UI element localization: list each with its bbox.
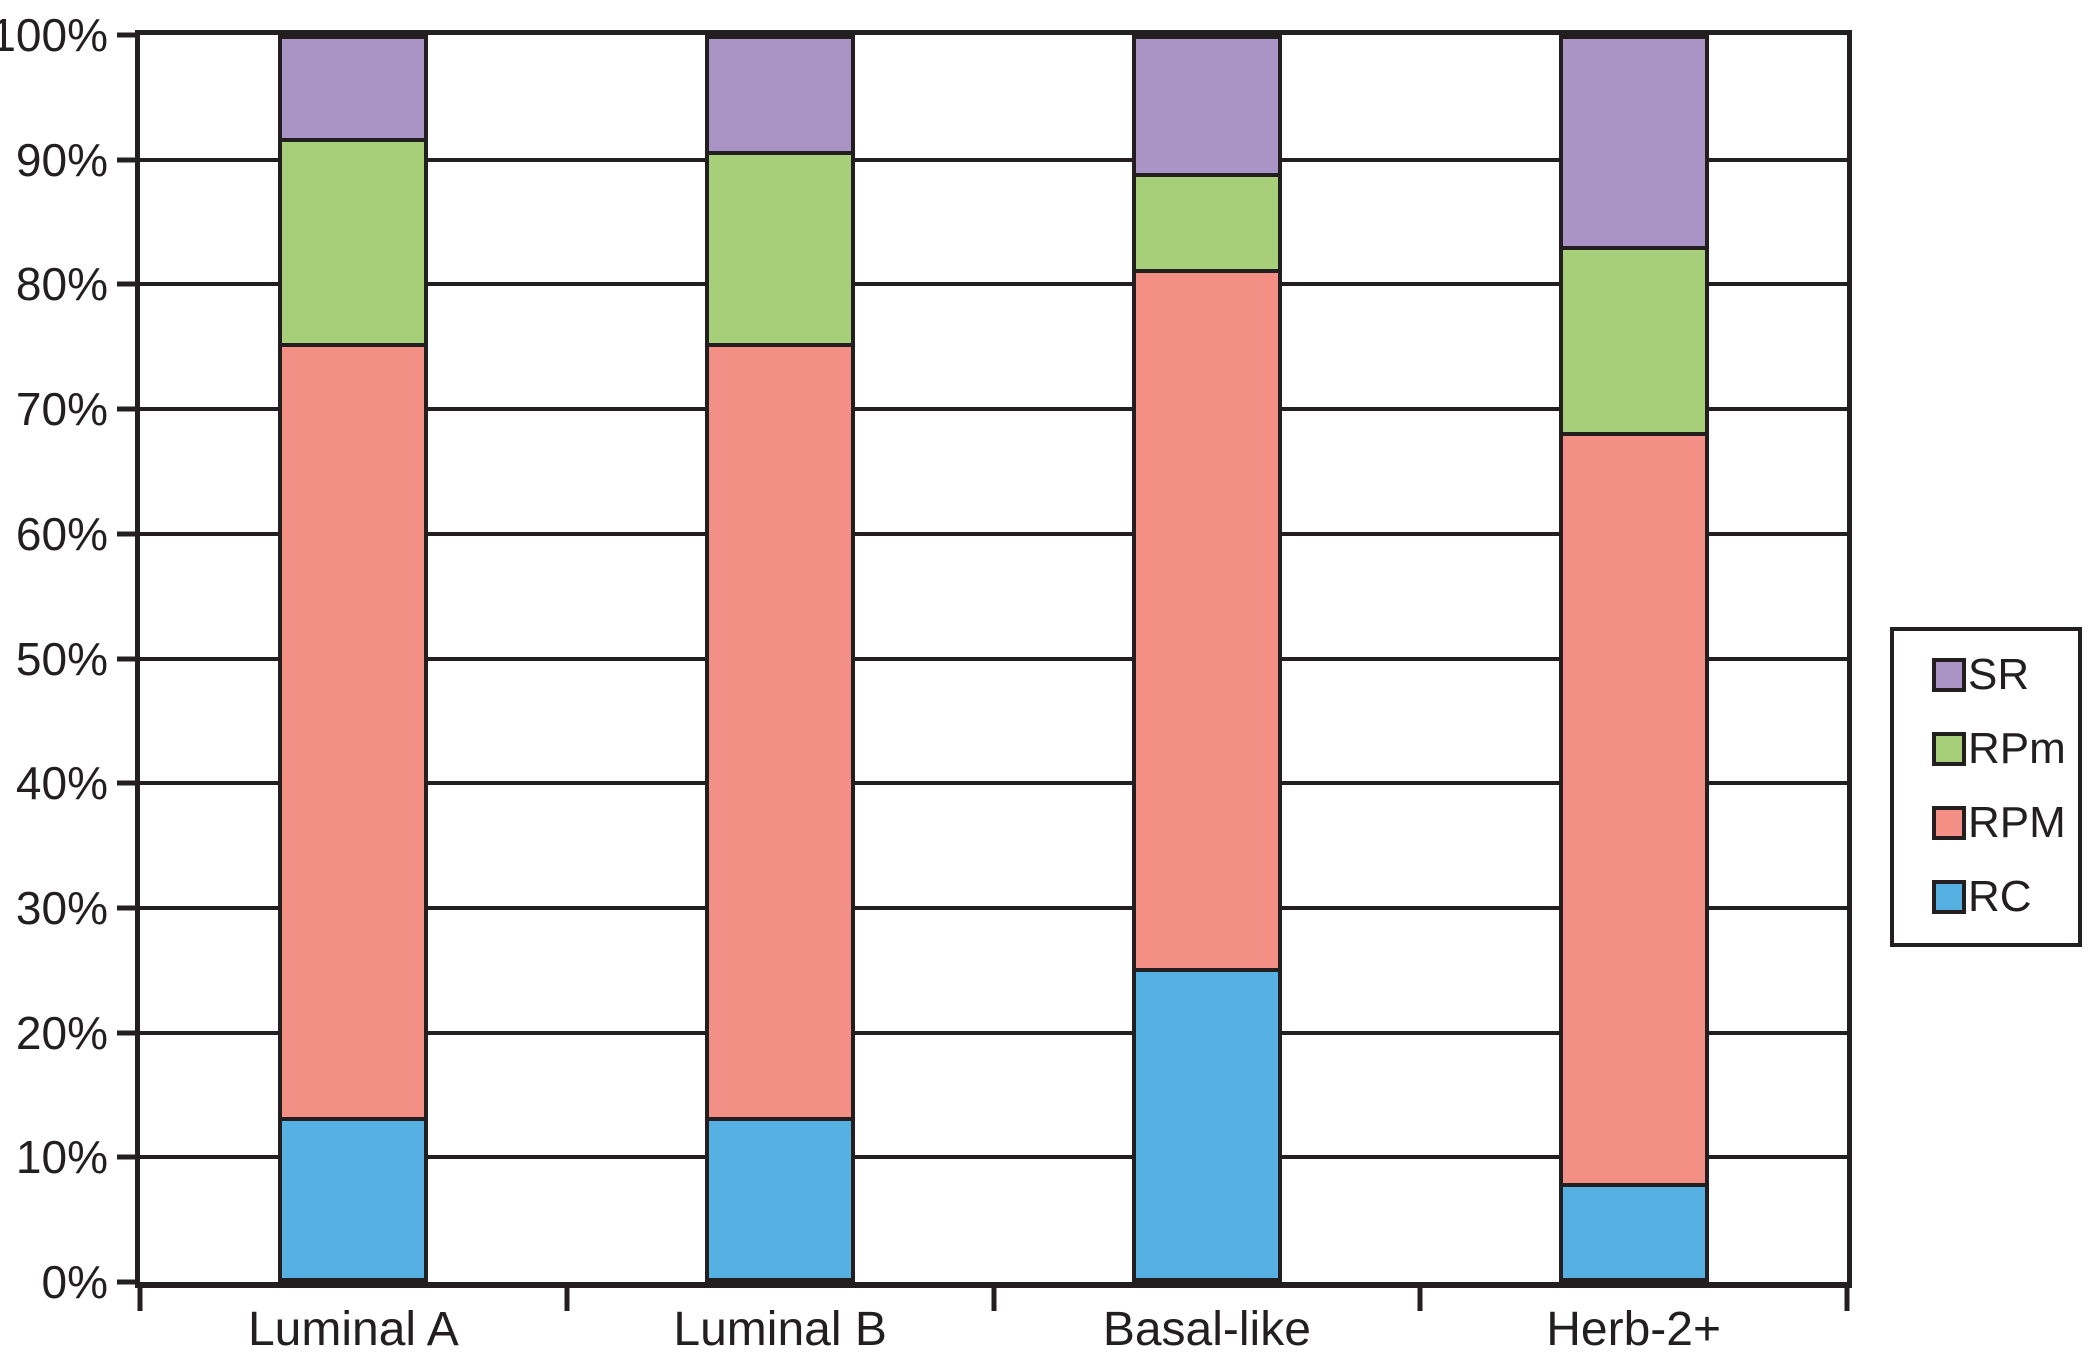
bar-segment-SR	[1135, 39, 1278, 173]
legend: SR RPm RPM RC	[1890, 627, 2082, 947]
y-axis-label-30%: 30%	[15, 881, 108, 934]
y-axis-label-100%: 100%	[0, 9, 108, 61]
gridline-10%	[140, 1155, 1847, 1160]
y-axis-tick-70%	[117, 406, 135, 412]
gridline-60%	[140, 531, 1847, 536]
legend-label-RPm: RPm	[1968, 724, 2066, 773]
y-axis-tick-80%	[117, 281, 135, 287]
y-axis-label-0%: 0%	[41, 1256, 108, 1308]
y-axis-label-60%: 60%	[15, 507, 108, 560]
bar-segment-RC	[709, 1116, 852, 1278]
x-axis-tick-4	[1844, 1288, 1850, 1311]
y-axis-label-40%: 40%	[15, 757, 108, 810]
bar-segment-RPm	[709, 150, 852, 343]
y-axis-tick-30%	[117, 905, 135, 911]
bar-segment-SR	[282, 39, 425, 139]
gridline-80%	[140, 282, 1847, 287]
legend-swatch-RC	[1932, 880, 1966, 914]
bar-segment-RPm	[1562, 245, 1705, 432]
legend-swatch-RPm	[1932, 732, 1966, 766]
legend-item-RPM: RPM	[1932, 801, 2074, 845]
legend-item-RC: RC	[1932, 875, 2074, 919]
x-axis-label-Basal-like: Basal-like	[1102, 1303, 1311, 1356]
legend-swatch-RPM	[1932, 806, 1966, 840]
x-axis-tick-3	[1417, 1288, 1423, 1311]
bar-segment-RC	[1562, 1182, 1705, 1278]
gridline-20%	[140, 1030, 1847, 1035]
y-axis-label-80%: 80%	[15, 258, 108, 311]
bar-segment-SR	[709, 39, 852, 151]
y-axis-tick-60%	[117, 531, 135, 537]
gridline-50%	[140, 656, 1847, 661]
bar-Luminal A	[278, 35, 429, 1282]
x-axis-tick-0	[137, 1288, 143, 1311]
y-axis-label-50%: 50%	[15, 632, 108, 685]
bar-segment-RPM	[709, 342, 852, 1117]
y-axis-tick-0%	[117, 1279, 135, 1285]
y-axis-tick-20%	[117, 1030, 135, 1036]
x-axis-label-Luminal A: Luminal A	[247, 1303, 459, 1356]
bar-segment-RPm	[1135, 172, 1278, 270]
y-axis-tick-50%	[117, 656, 135, 661]
y-axis-tick-10%	[117, 1154, 135, 1160]
y-axis-tick-100%	[117, 32, 135, 38]
x-axis-label-Herb-2+: Herb-2+	[1546, 1303, 1721, 1356]
bar-Herb-2+	[1558, 35, 1709, 1282]
x-axis-tick-1	[564, 1288, 570, 1311]
bar-segment-RC	[282, 1116, 425, 1278]
bar-segment-RC	[1135, 968, 1278, 1278]
gridline-30%	[140, 905, 1847, 910]
y-axis-label-20%: 20%	[15, 1006, 108, 1059]
legend-label-RC: RC	[1968, 872, 2032, 921]
plot-area: 0% 10% 20% 30% 40% 50% 60% 70% 80% 90% 100% Luminal…	[0, 12, 1852, 1354]
y-axis-label-70%: 70%	[15, 383, 108, 436]
bar-Luminal B	[705, 35, 856, 1282]
bar-segment-RPM	[1135, 269, 1278, 969]
gridline-70%	[140, 407, 1847, 412]
bar-segment-RPM	[282, 342, 425, 1117]
legend-item-SR: SR	[1932, 653, 2074, 697]
bar-segment-RPM	[1562, 431, 1705, 1183]
y-axis-tick-90%	[117, 157, 135, 163]
x-axis-tick-2	[991, 1288, 996, 1311]
x-axis-label-Luminal B: Luminal B	[673, 1303, 887, 1356]
legend-label-SR: SR	[1968, 650, 2030, 699]
legend-label-RPM: RPM	[1968, 798, 2066, 847]
bar-Basal-like	[1131, 35, 1282, 1282]
y-axis-tick-40%	[117, 780, 135, 786]
gridline-90%	[140, 157, 1847, 162]
bar-segment-SR	[1562, 39, 1705, 246]
legend-item-RPm: RPm	[1932, 727, 2074, 771]
legend-swatch-SR	[1932, 658, 1966, 692]
bar-segment-RPm	[282, 138, 425, 343]
y-axis-label-10%: 10%	[15, 1131, 108, 1184]
gridline-40%	[140, 781, 1847, 786]
y-axis-label-90%: 90%	[15, 133, 108, 186]
